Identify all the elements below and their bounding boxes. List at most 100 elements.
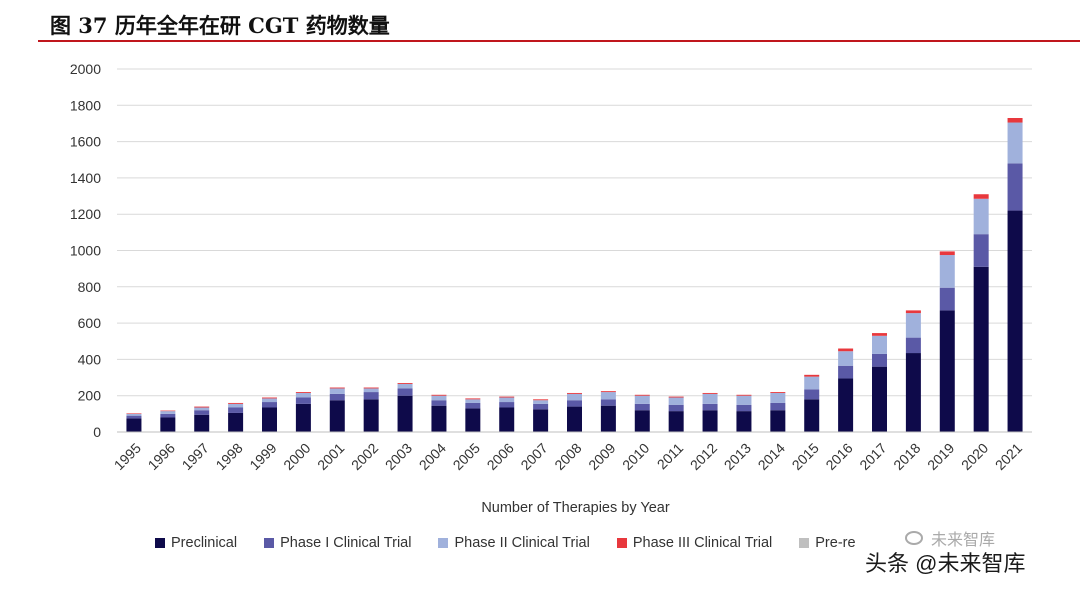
bar-segment: [126, 418, 142, 432]
bar-segment: [228, 407, 244, 413]
legend-swatch: [155, 538, 165, 548]
bar-segment: [160, 413, 176, 418]
x-tick-label: 2019: [924, 440, 957, 473]
bar-segment: [329, 387, 345, 389]
bar-segment: [838, 348, 854, 352]
bar-segment: [770, 392, 786, 393]
y-tick-label: 0: [93, 424, 101, 440]
bar-segment: [194, 407, 210, 411]
bar-segment: [228, 412, 244, 432]
bar-segment: [363, 392, 379, 400]
bar-segment: [295, 392, 311, 393]
legend-swatch: [264, 538, 275, 548]
bar-segment: [939, 255, 955, 288]
bar-segment: [736, 394, 752, 396]
bar-segment: [126, 413, 142, 416]
bar-segment: [600, 392, 616, 400]
x-tick-label: 2018: [890, 440, 923, 473]
bar-segment: [160, 411, 176, 414]
y-tick-label: 400: [78, 351, 102, 367]
legend-label: Pre-re: [815, 535, 856, 551]
x-tick-label: 1999: [246, 440, 279, 473]
bar-segment: [228, 403, 244, 408]
bar-segment: [872, 366, 887, 432]
bar-segment: [295, 397, 311, 404]
bar-segment: [973, 266, 989, 432]
bar-segment: [838, 378, 854, 432]
bar-segment: [431, 394, 447, 396]
bar-segment: [905, 337, 921, 354]
bar-segment: [262, 398, 277, 403]
bar-segment: [533, 399, 549, 401]
bar-segment: [1007, 210, 1023, 432]
legend-label: Preclinical: [171, 535, 238, 551]
bar-segment: [431, 400, 447, 406]
bar-segment: [939, 251, 955, 256]
y-tick-label: 1600: [70, 134, 101, 150]
legend-item: Phase I Clinical Trial: [264, 535, 411, 551]
x-tick-label: 2014: [755, 440, 788, 473]
bar-segment: [533, 409, 549, 432]
x-tick-label: 2000: [280, 440, 313, 473]
bar-segment: [1007, 163, 1023, 211]
y-tick-label: 200: [78, 388, 102, 404]
bar-segment: [702, 393, 718, 404]
bar-segment: [194, 406, 210, 408]
bar-segment: [736, 411, 752, 432]
bar-segment: [262, 407, 277, 432]
x-tick-label: 1996: [145, 440, 178, 473]
bar-segment: [431, 395, 447, 401]
bar-segment: [905, 310, 921, 314]
y-tick-label: 800: [78, 279, 102, 295]
bar-segment: [905, 313, 921, 338]
bar-segment: [363, 388, 379, 393]
bar-segment: [262, 397, 277, 399]
bar-segment: [939, 310, 955, 432]
bar-segment: [397, 388, 413, 396]
bar-segment: [329, 388, 345, 394]
bar-segment: [702, 410, 718, 432]
figure-header: 图 37 历年全年在研 CGT 药物数量: [38, 6, 1080, 42]
gridlines: [117, 68, 1032, 397]
legend-item: Phase II Clinical Trial: [438, 535, 590, 551]
x-tick-label: 2013: [721, 440, 754, 473]
legend-label: Phase III Clinical Trial: [632, 535, 773, 551]
bar-segment: [872, 353, 887, 367]
bar-segment: [634, 395, 650, 404]
x-tick-label: 2010: [619, 440, 652, 473]
bar-segment: [567, 392, 582, 394]
legend-swatch: [438, 538, 449, 548]
x-tick-label: 2016: [822, 440, 855, 473]
bar-segment: [329, 400, 345, 432]
x-tick-label: 2001: [314, 440, 347, 473]
bar-segment: [804, 374, 820, 377]
bar-segment: [600, 405, 616, 432]
bar-segment: [160, 417, 176, 432]
bar-segment: [939, 287, 955, 311]
bar-segment: [465, 399, 481, 403]
x-tick-label: 2017: [856, 440, 889, 473]
y-tick-label: 1400: [70, 170, 101, 186]
bar-segment: [905, 353, 921, 432]
bar-segment: [499, 407, 515, 432]
chart-legend: Preclinical Phase I Clinical Trial Phase I…: [155, 532, 883, 554]
bar-segment: [838, 365, 854, 379]
x-tick-label: 2004: [416, 440, 449, 473]
bar-segment: [1007, 122, 1023, 164]
x-tick-label: 1997: [178, 440, 211, 473]
bar-segment: [838, 351, 854, 366]
bar-segment: [363, 399, 379, 432]
bar-segment: [973, 198, 989, 235]
bar-segment: [499, 402, 515, 408]
bar-segment: [600, 399, 616, 406]
bar-segment: [804, 399, 820, 432]
bar-segment: [634, 403, 650, 411]
bar-segment: [567, 400, 582, 407]
x-tick-label: 2020: [958, 440, 991, 473]
bar-segment: [872, 335, 887, 354]
bar-segment: [634, 410, 650, 432]
x-axis-tick-labels: 1995 1996 1997 1998 1999 2000 2001 2002 2003 2004…: [111, 440, 1026, 473]
x-tick-label: 2021: [992, 440, 1025, 473]
bar-segment: [668, 404, 684, 412]
bar-segment: [397, 383, 413, 389]
